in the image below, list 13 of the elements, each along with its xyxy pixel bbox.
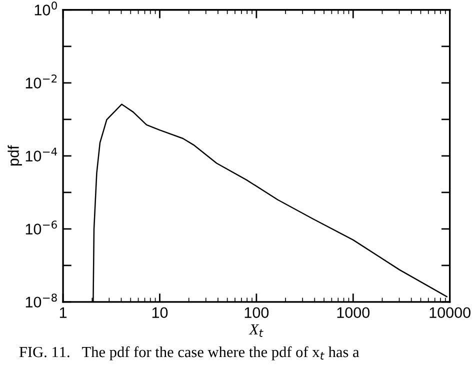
x-tick-label: 1 — [60, 307, 67, 318]
x-tick-label: 100 — [244, 307, 269, 318]
y-tick-label: 10$^{−4}$ — [26, 148, 58, 162]
y-tick-label: 10$^{−6}$ — [26, 220, 57, 234]
x-tick-label: 10 — [152, 307, 168, 318]
x-tick-label: 10000 — [430, 307, 470, 318]
y-tick-label: 10$^{−2}$ — [26, 74, 57, 88]
caption: FIG. 11. The pdf for the case where the pdf of x$_{t}$ has a — [19, 346, 360, 360]
y-tick-label: 10$^{−8}$ — [26, 294, 57, 308]
x-axis-title: X$_{t}$ — [248, 324, 264, 337]
x-tick-label: 1000 — [337, 307, 370, 318]
y-tick-label: 10$^{0}$ — [34, 2, 57, 16]
y-axis-title: pdf — [8, 145, 22, 166]
